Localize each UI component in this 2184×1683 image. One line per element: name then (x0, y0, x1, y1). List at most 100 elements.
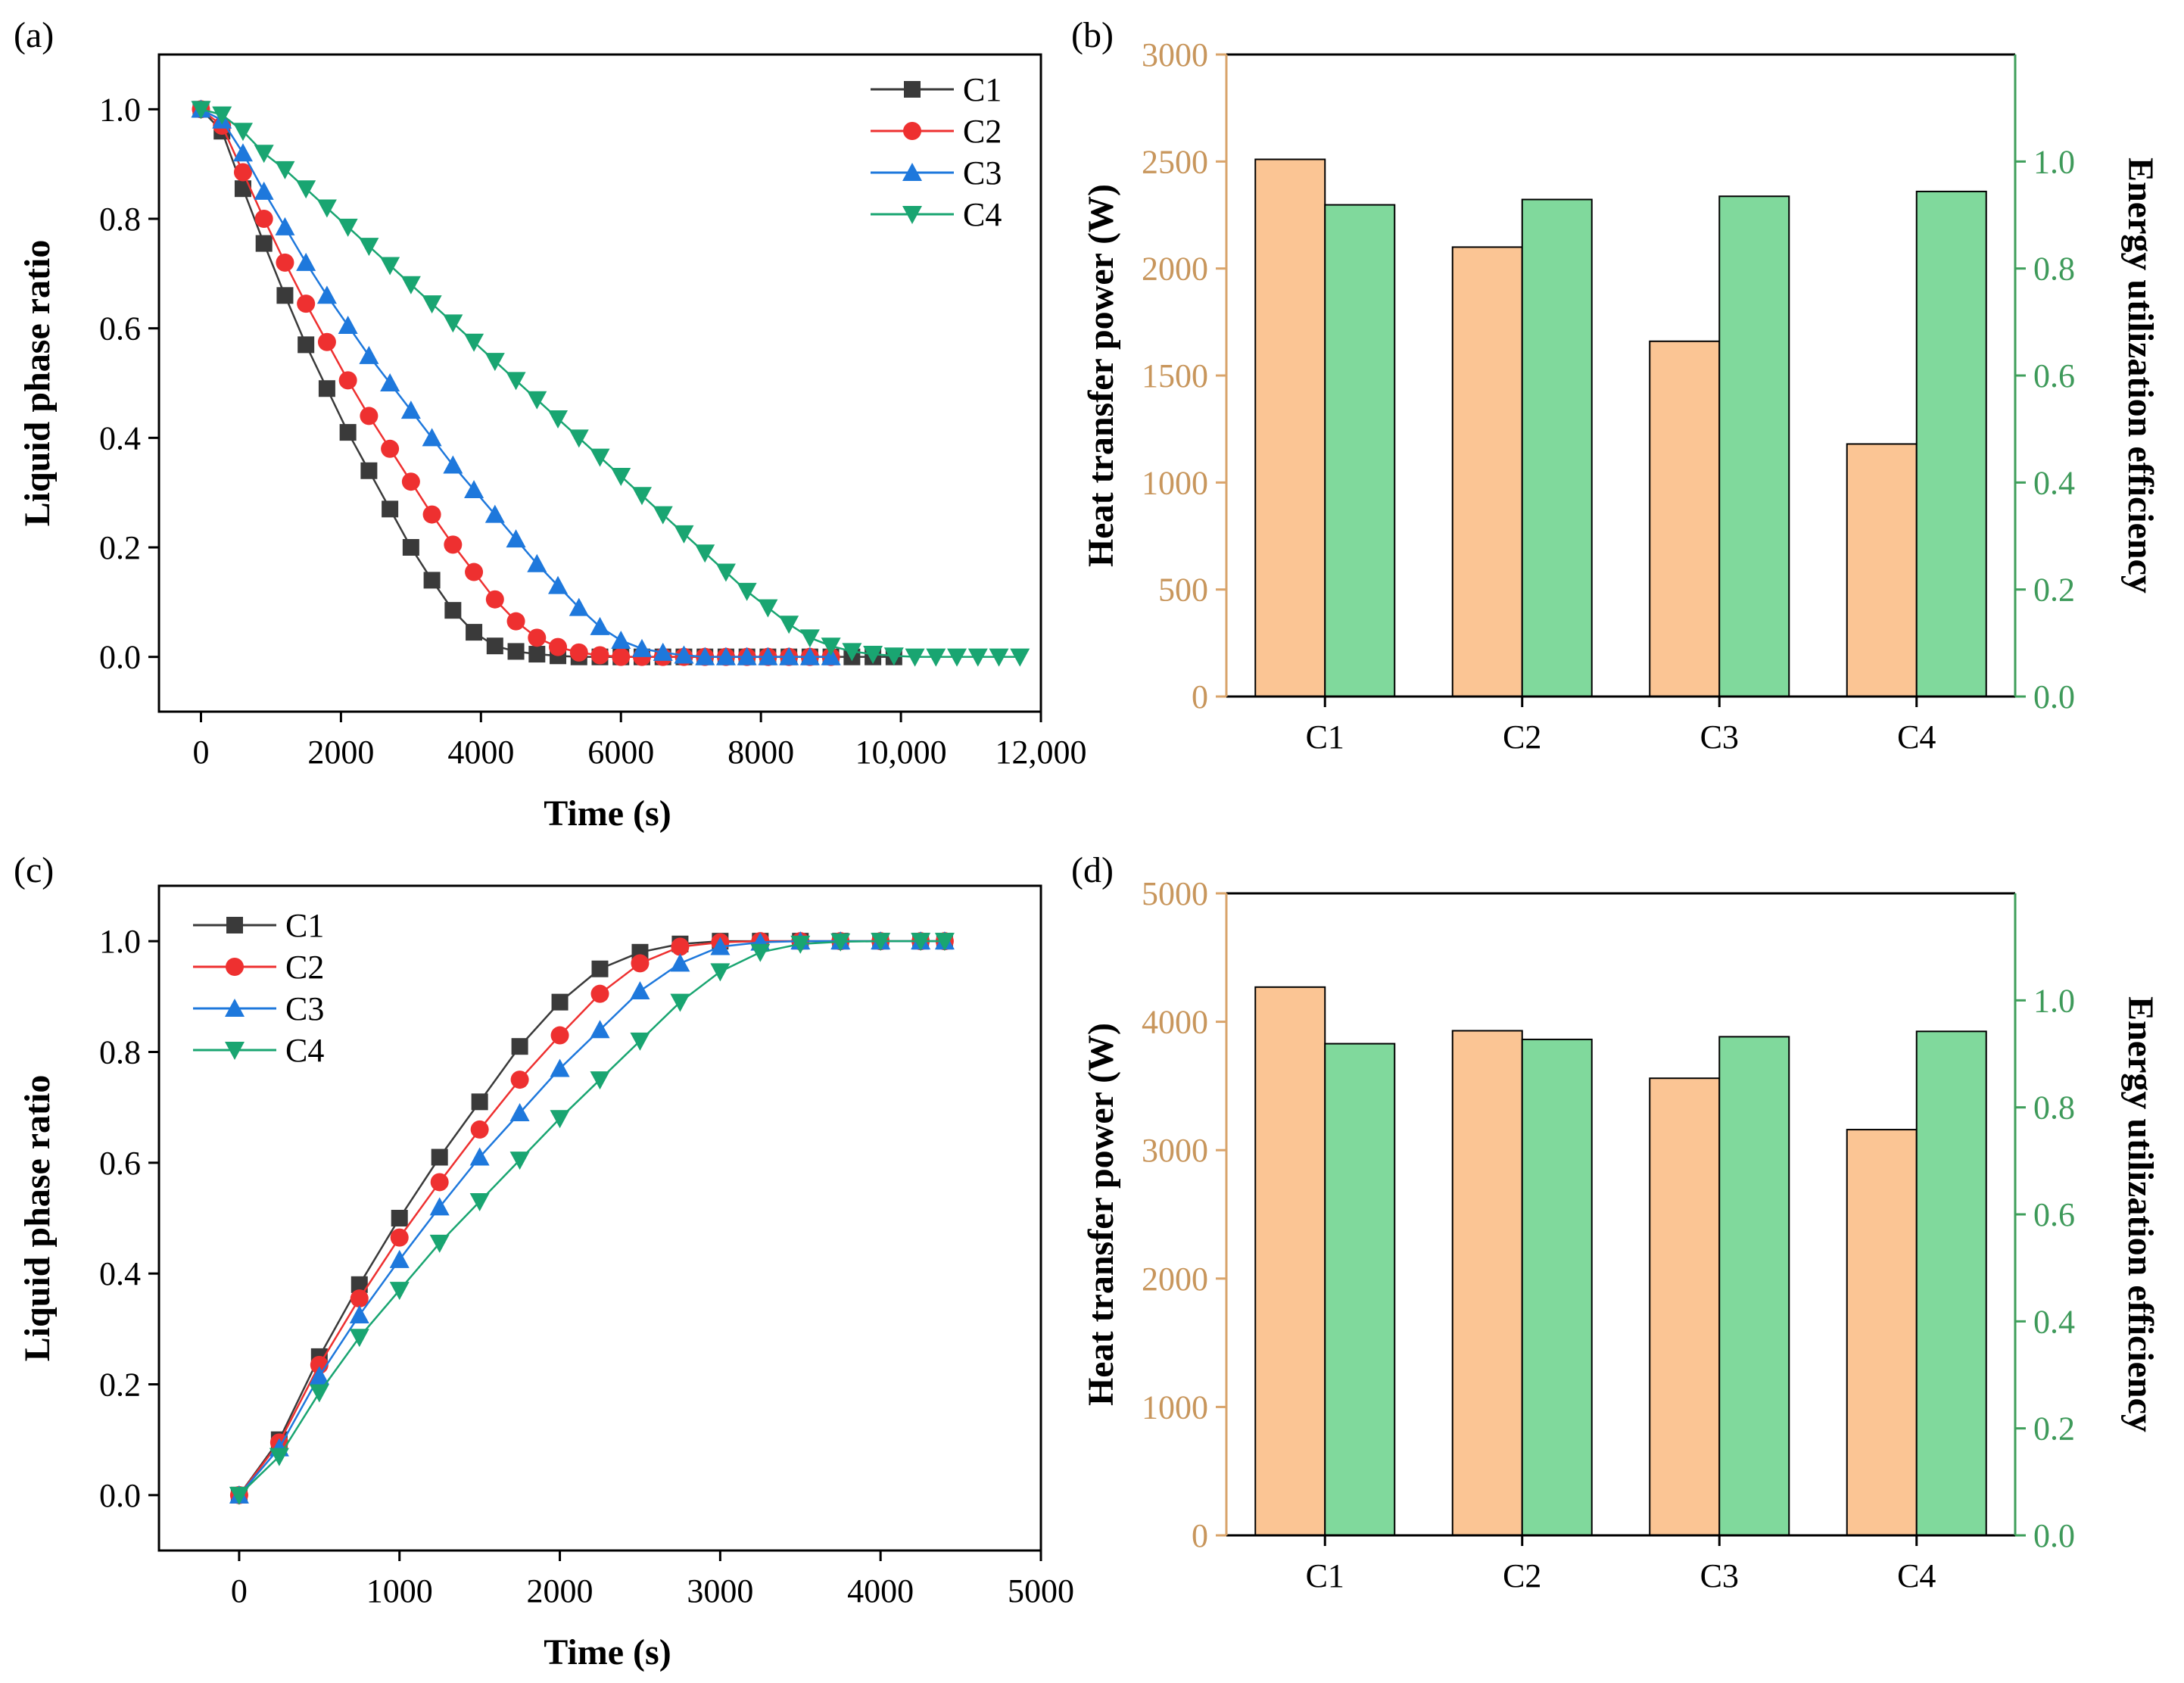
data-point-C4 (349, 1329, 369, 1348)
data-point-C1 (276, 287, 294, 304)
panel-a: (a) 0 2000 4000 6000 8000 10,000 12,000 0.0 0.2 0.… (14, 15, 1087, 834)
data-point-C3 (590, 1020, 610, 1039)
bar-power-C1 (1254, 158, 1326, 698)
y-tick-label-left: 1000 (1142, 1388, 1208, 1426)
data-point-C2 (590, 984, 609, 1003)
legend-label-C4: C4 (285, 1032, 324, 1069)
data-point-C1 (431, 1148, 448, 1166)
data-point-C3 (389, 1249, 410, 1268)
y-tick-label-right: 1.0 (2033, 982, 2075, 1019)
data-point-C3 (400, 400, 421, 419)
x-tick-label: 6000 (587, 734, 654, 771)
bar-power-C1 (1254, 986, 1326, 1536)
x-tick-label: C3 (1700, 718, 1739, 756)
data-point-C3 (670, 953, 690, 972)
y-tick-label: 0.4 (99, 1255, 141, 1292)
x-tick-label: C3 (1700, 1557, 1739, 1594)
data-point-C3 (548, 575, 569, 594)
data-point-C4 (695, 544, 715, 563)
data-point-C4 (967, 648, 988, 667)
data-point-C4 (269, 1448, 289, 1466)
data-point-C1 (423, 572, 441, 589)
legend-marker-C3 (225, 999, 245, 1017)
data-point-C2 (254, 210, 273, 228)
y-tick-label-left: 4000 (1142, 1004, 1208, 1041)
data-point-C2 (590, 646, 609, 665)
data-point-C4 (758, 599, 778, 618)
data-point-C4 (527, 391, 547, 410)
data-point-C1 (234, 180, 251, 198)
data-point-C3 (359, 345, 379, 364)
bar-power-C4 (1846, 443, 1918, 697)
y-tick-label-right: 1.0 (2033, 143, 2075, 180)
data-point-C3 (737, 647, 757, 665)
data-point-C4 (422, 295, 442, 314)
data-point-C2 (297, 295, 316, 313)
data-point-C1 (511, 1038, 528, 1055)
data-point-C2 (549, 637, 568, 656)
data-point-C2 (338, 371, 357, 390)
data-point-C4 (790, 935, 811, 954)
legend-marker-C1 (226, 917, 243, 933)
data-point-C3 (349, 1305, 369, 1324)
data-point-C4 (506, 372, 526, 391)
data-point-C2 (381, 439, 400, 458)
data-point-C4 (590, 448, 610, 467)
data-point-C3 (631, 638, 652, 657)
data-point-C3 (309, 1366, 329, 1385)
series-C3 (229, 931, 955, 1504)
data-point-C3 (611, 630, 631, 649)
data-point-C2 (510, 1071, 529, 1089)
data-point-C3 (296, 252, 316, 271)
legend-label-C1: C1 (963, 71, 1002, 108)
data-point-C3 (715, 647, 736, 665)
x-tick-label: 1000 (366, 1572, 433, 1610)
data-point-C3 (509, 1102, 530, 1121)
data-point-C3 (232, 143, 253, 162)
data-point-C2 (528, 628, 547, 647)
legend-label-C2: C2 (285, 949, 324, 986)
x-tick-label: 3000 (687, 1572, 753, 1610)
data-point-C4 (926, 648, 946, 667)
data-point-C3 (550, 1058, 570, 1077)
series-C4 (191, 101, 1030, 667)
data-point-C1 (318, 380, 335, 397)
x-tick-label: 2000 (307, 734, 374, 771)
data-point-C2 (390, 1228, 409, 1247)
data-point-C1 (528, 646, 546, 663)
plot-frame (157, 884, 1042, 1552)
data-point-C2 (506, 612, 525, 631)
data-point-C4 (611, 467, 631, 486)
panel-label: (b) (1071, 15, 1114, 55)
data-point-C2 (422, 505, 441, 524)
legend-marker-C4 (225, 1042, 245, 1060)
x-tick-label: C4 (1897, 718, 1936, 756)
data-point-C4 (569, 429, 589, 448)
plot-frame (157, 53, 1042, 713)
legend-label-C2: C2 (963, 113, 1002, 150)
y-tick-label: 0.8 (99, 1034, 141, 1071)
data-point-C2 (430, 1173, 449, 1192)
legend-marker-C2 (903, 122, 921, 140)
data-point-C3 (569, 597, 589, 616)
data-point-C3 (429, 1197, 450, 1216)
y-tick-label: 0.4 (99, 419, 141, 457)
data-point-C4 (670, 993, 690, 1012)
data-point-C2 (444, 535, 463, 554)
x-tick-label: 10,000 (855, 734, 947, 771)
y-tick-label: 1.0 (99, 91, 141, 128)
data-point-C3 (527, 553, 547, 572)
data-point-C3 (338, 316, 358, 335)
y-tick-label-right: 0.2 (2033, 572, 2075, 609)
data-point-C2 (550, 1026, 569, 1045)
y-tick-label-left: 500 (1158, 572, 1208, 609)
data-point-C3 (275, 217, 295, 235)
data-point-C2 (360, 407, 379, 425)
y-axis-title-right: Energy utilization efficiency (2120, 996, 2161, 1432)
y-axis-title-left: Heat transfer power (W) (1081, 1023, 1121, 1406)
data-point-C2 (401, 472, 420, 491)
data-point-C1 (471, 1093, 488, 1111)
y-tick-label-right: 0.4 (2033, 1303, 2075, 1340)
y-tick-label-right: 0.4 (2033, 464, 2075, 501)
x-tick-label: 0 (192, 734, 209, 771)
